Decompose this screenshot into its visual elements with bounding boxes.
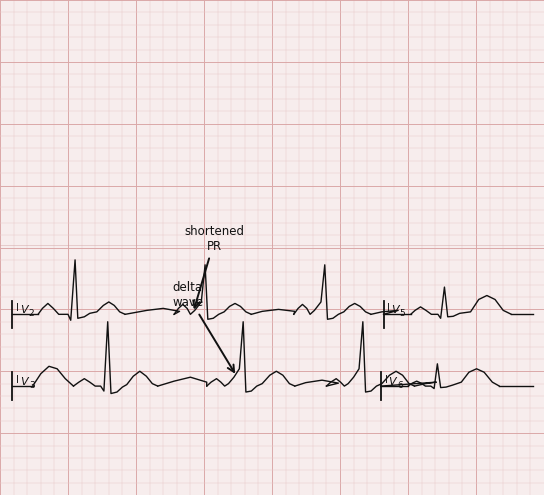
Text: V: V (391, 305, 399, 315)
Text: shortened
PR: shortened PR (185, 225, 245, 307)
Text: I: I (16, 303, 19, 313)
Text: I: I (387, 303, 390, 313)
Text: delta
wave: delta wave (172, 281, 234, 372)
Text: 6: 6 (397, 381, 403, 390)
Text: V: V (388, 377, 396, 387)
Text: I: I (16, 375, 19, 385)
Text: 2: 2 (29, 309, 34, 318)
Text: I: I (385, 375, 387, 385)
Text: V: V (20, 377, 28, 387)
Text: 5: 5 (399, 309, 405, 318)
Text: 3: 3 (29, 381, 35, 390)
Text: V: V (20, 305, 28, 315)
